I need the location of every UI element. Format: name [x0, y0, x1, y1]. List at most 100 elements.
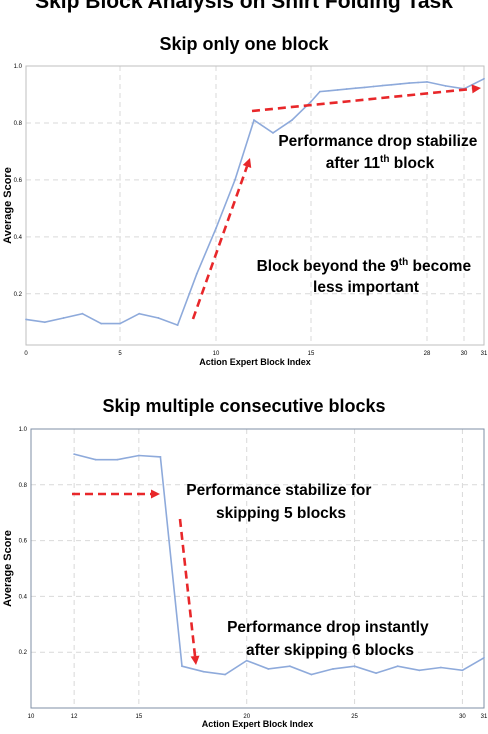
- data-point: [381, 84, 384, 87]
- y-tick-label: 1.0: [19, 427, 28, 433]
- data-point: [353, 665, 356, 668]
- y-tick-label: 0.8: [14, 121, 23, 127]
- data-point: [215, 227, 217, 230]
- data-point: [483, 656, 485, 659]
- data-point: [417, 81, 419, 84]
- annotation-stabilize-line2: after 11th block: [326, 154, 435, 172]
- data-point: [195, 272, 198, 275]
- x-tick-label: 30: [459, 714, 466, 720]
- y-axis-label: Average Score: [2, 167, 14, 244]
- data-point: [202, 670, 205, 673]
- y-tick-label: 1.0: [14, 64, 23, 70]
- arrow-head: [151, 489, 160, 499]
- x-axis-label: Action Expert Block Index: [202, 719, 314, 729]
- data-point: [272, 132, 274, 134]
- red-dashed-arrow: [191, 166, 249, 320]
- data-point: [327, 89, 330, 92]
- data-point: [336, 89, 339, 91]
- x-tick-label: 25: [351, 714, 358, 720]
- y-tick-label: 0.6: [19, 539, 28, 545]
- data-point: [73, 453, 76, 456]
- data-point: [375, 672, 378, 675]
- data-point: [483, 77, 485, 80]
- data-point: [94, 458, 97, 461]
- data-point: [159, 456, 162, 458]
- data-point: [444, 85, 447, 87]
- y-tick-label: 0.4: [19, 594, 28, 600]
- x-tick-label: 31: [481, 714, 488, 720]
- plot-area: [30, 428, 485, 709]
- arrow-head: [190, 655, 200, 665]
- data-point: [181, 665, 183, 668]
- data-point: [332, 668, 334, 670]
- data-point: [408, 82, 411, 84]
- arrow-head: [471, 84, 481, 94]
- data-point: [116, 458, 119, 461]
- data-point: [396, 665, 399, 668]
- data-point: [81, 312, 84, 315]
- y-tick-label: 0.8: [19, 483, 28, 489]
- data-point: [100, 322, 103, 325]
- data-point: [176, 324, 179, 326]
- data-point: [234, 178, 236, 181]
- data-point: [119, 322, 121, 325]
- x-tick-label: 30: [461, 351, 468, 357]
- red-dashed-arrow: [251, 87, 473, 113]
- annotation-stabilize-5: Performance stabilize for skipping 5 blo…: [186, 482, 376, 522]
- data-point: [288, 665, 291, 668]
- x-tick-label: 28: [424, 351, 431, 357]
- y-tick-label: 0.2: [19, 650, 28, 656]
- x-tick-label: 0: [24, 351, 28, 357]
- data-point: [426, 81, 428, 83]
- arrow-head: [242, 158, 252, 168]
- y-tick-label: 0.4: [14, 235, 23, 241]
- red-dashed-arrow: [178, 518, 197, 657]
- x-tick-label: 20: [243, 714, 250, 720]
- data-point: [224, 673, 227, 676]
- data-point: [25, 318, 27, 321]
- x-tick-label: 5: [118, 351, 122, 357]
- data-point: [418, 669, 421, 672]
- data-point: [253, 119, 255, 121]
- data-point: [390, 83, 393, 86]
- chart-2: 0.2 0.4 0.6 0.8 1.0 10 12 15 20 25 30 31 Action Ex…: [2, 427, 488, 729]
- data-point: [157, 317, 160, 319]
- annotation-less-important-line1: Block beyond the 9th become: [257, 257, 472, 275]
- series-line: [73, 453, 485, 676]
- annotation-drop-6: Performance drop instantly after skippin…: [227, 619, 433, 659]
- data-point: [137, 454, 140, 457]
- data-point: [372, 85, 375, 88]
- data-point: [245, 659, 248, 662]
- plot-area: [25, 65, 485, 346]
- data-point: [43, 321, 46, 324]
- x-tick-label: 15: [136, 714, 143, 720]
- chart-1: 0.2 0.4 0.6 0.8 1.0 0 5 10 15 28 30 31 Action Expe…: [2, 64, 488, 367]
- y-axis-label: Average Score: [2, 530, 14, 607]
- data-point: [319, 90, 321, 93]
- data-point: [439, 666, 442, 669]
- data-point: [291, 119, 293, 121]
- data-point: [310, 673, 313, 676]
- data-point: [399, 83, 402, 85]
- x-tick-label: 15: [308, 351, 315, 357]
- data-point: [310, 100, 312, 103]
- x-tick-label: 31: [481, 351, 488, 357]
- data-point: [363, 86, 366, 89]
- annotation-less-important: Block beyond the 9th become less importa…: [257, 257, 476, 296]
- annotation-stabilize: Performance drop stabilize after 11th bl…: [278, 133, 481, 172]
- data-point: [267, 668, 270, 670]
- x-tick-label: 12: [71, 714, 78, 720]
- data-point: [62, 317, 65, 319]
- data-point: [138, 312, 141, 315]
- figure-title: Skip Block Analysis on Shirt Folding Tas…: [35, 0, 453, 13]
- series-line: [25, 78, 485, 327]
- y-tick-label: 0.2: [14, 292, 23, 298]
- data-point: [354, 87, 357, 90]
- x-axis-label: Action Expert Block Index: [199, 357, 311, 367]
- x-tick-label: 10: [28, 714, 35, 720]
- data-point: [461, 669, 464, 672]
- chart-2-title: Skip multiple consecutive blocks: [102, 396, 386, 416]
- x-tick-label: 10: [213, 351, 220, 357]
- y-tick-label: 0.6: [14, 178, 23, 184]
- chart-1-title: Skip only one block: [159, 34, 329, 54]
